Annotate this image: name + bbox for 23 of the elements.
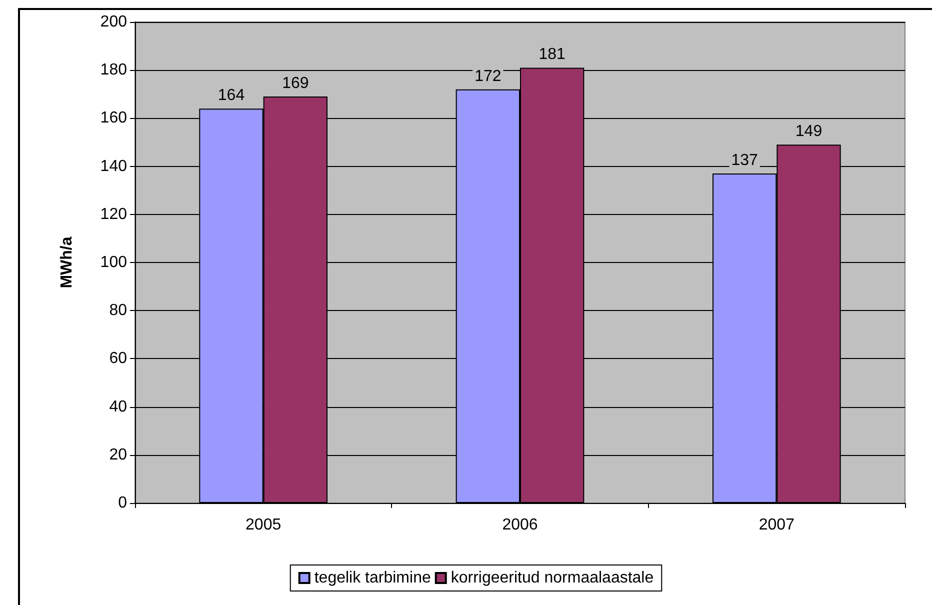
legend-label: korrigeeritud normaalaastale xyxy=(450,570,654,586)
y-tick-label: 0 xyxy=(118,494,128,512)
y-tick-label: 80 xyxy=(109,302,128,320)
y-tick-label: 20 xyxy=(109,446,128,464)
y-tick-label: 100 xyxy=(100,254,128,271)
y-tick-label: 140 xyxy=(100,158,128,175)
y-tick-label: 160 xyxy=(100,110,128,127)
y-tick-label: 180 xyxy=(100,62,128,79)
x-tick-label: 2005 xyxy=(246,516,282,534)
y-tick-label: 200 xyxy=(100,14,128,30)
data-label: 164 xyxy=(218,87,245,104)
x-tick-label: 2007 xyxy=(758,516,795,534)
data-label: 169 xyxy=(282,75,309,92)
data-label: 149 xyxy=(795,123,822,140)
y-tick-label: 40 xyxy=(109,398,128,416)
x-tick-label: 2006 xyxy=(502,516,538,534)
data-label: 137 xyxy=(731,152,758,170)
data-label: 172 xyxy=(474,68,502,85)
legend-label: tegelik tarbimine xyxy=(314,570,431,586)
data-label: 181 xyxy=(538,46,566,64)
y-tick-label: 60 xyxy=(109,350,128,368)
y-axis-title: MWh/a xyxy=(58,236,76,288)
y-tick-label: 120 xyxy=(100,206,128,223)
